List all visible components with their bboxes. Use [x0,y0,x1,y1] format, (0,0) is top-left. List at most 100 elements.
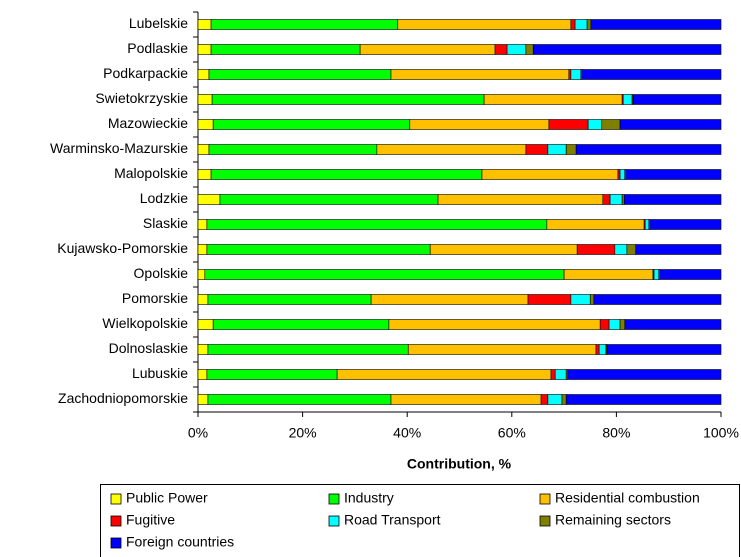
bar-segment [197,394,209,405]
y-tick-label: Slaskie [143,215,188,231]
bar-segment [206,369,338,380]
bar-segment [207,344,409,355]
y-tick-label: Lubelskie [129,15,188,31]
bar-segment [546,219,645,230]
bar-segment [590,19,722,30]
bar-segment [659,269,722,280]
bar-segment [197,319,214,330]
bar-segment [623,194,722,205]
bar-segment [390,394,542,405]
bar-segment [197,294,209,305]
y-tick-label: Pomorskie [122,290,188,306]
bar-segment [619,169,626,180]
y-tick-label: Kujawsko-Pomorskie [57,240,188,256]
bar-segment [527,294,572,305]
bar-segment [625,169,722,180]
legend-label: Foreign countries [126,534,234,550]
bar-segment [550,369,556,380]
bar-segment [598,344,607,355]
bar-segment [635,244,722,255]
y-tick-label: Podkarpackie [103,65,188,81]
bar-segment [589,294,595,305]
bar-segment [570,19,576,30]
bar-segment [644,219,650,230]
bar-segment [219,194,439,205]
bar-segment [206,219,548,230]
bar-segment [197,169,212,180]
legend-label: Residential combustion [555,490,700,506]
bar-segment [608,319,621,330]
bar-segment [574,19,588,30]
bar-segment [388,319,601,330]
y-tick-label: Opolskie [134,265,189,281]
bar-segment [565,394,722,405]
legend-swatch [110,515,122,527]
y-tick-label: Zachodniopomorskie [58,390,188,406]
bar-segment [619,119,722,130]
bar-segment [575,144,722,155]
bar-segment [197,219,208,230]
bar-segment [632,94,722,105]
x-tick-label: 0% [188,425,208,441]
x-tick-label: 40% [393,425,421,441]
bar-segment [506,44,527,55]
bar-segment [409,119,550,130]
legend-label: Road Transport [344,512,441,528]
bar-segment [547,394,563,405]
bar-segment [212,119,411,130]
legend-label: Industry [344,490,394,506]
x-tick-label: 80% [602,425,630,441]
legend-swatch [539,493,551,505]
bar-segment [390,69,570,80]
bar-segment [532,44,722,55]
bar-segment [595,344,600,355]
x-axis-label: Contribution, % [407,456,512,472]
bar-segment [204,269,565,280]
bar-segment [601,119,621,130]
bar-segment [565,144,577,155]
y-tick-label: Mazowieckie [108,115,188,131]
bar-segment [587,119,603,130]
y-tick-label: Lubuskie [132,365,188,381]
bar-segment [197,94,213,105]
bar-segment [624,319,722,330]
bar-segment [567,369,722,380]
bar-segment [429,244,578,255]
bar-segment [359,44,496,55]
bar-segment [609,194,623,205]
bar-segment [606,344,722,355]
y-tick-label: Dolnoslaskie [109,340,189,356]
bar-segment [397,19,572,30]
bar-segment [197,369,208,380]
bar-segment [197,194,221,205]
legend-swatch [328,493,340,505]
bar-segment [494,44,508,55]
bar-segment [621,194,625,205]
legend-swatch [110,493,122,505]
bar-segment [599,319,610,330]
bar-segment [197,19,212,30]
legend-swatch [110,537,122,549]
bar-segment [547,144,567,155]
y-tick-label: Podlaskie [127,40,188,56]
bar-segment [212,319,390,330]
bar-segment [206,244,431,255]
legend-box [100,484,740,557]
bar-segment [376,144,527,155]
bar-segment [581,69,722,80]
bar-segment [540,394,549,405]
bar-segment [208,69,392,80]
bar-segment [570,294,591,305]
bar-segment [568,69,572,80]
bar-segment [197,244,208,255]
bar-segment [197,344,209,355]
legend-label: Remaining sectors [555,512,671,528]
bar-segment [653,269,660,280]
bar-segment [614,244,628,255]
x-tick-label: 60% [498,425,526,441]
bar-segment [197,119,214,130]
bar-segment [602,194,611,205]
y-tick-label: Lodzkie [140,190,188,206]
bar-segment [617,169,621,180]
